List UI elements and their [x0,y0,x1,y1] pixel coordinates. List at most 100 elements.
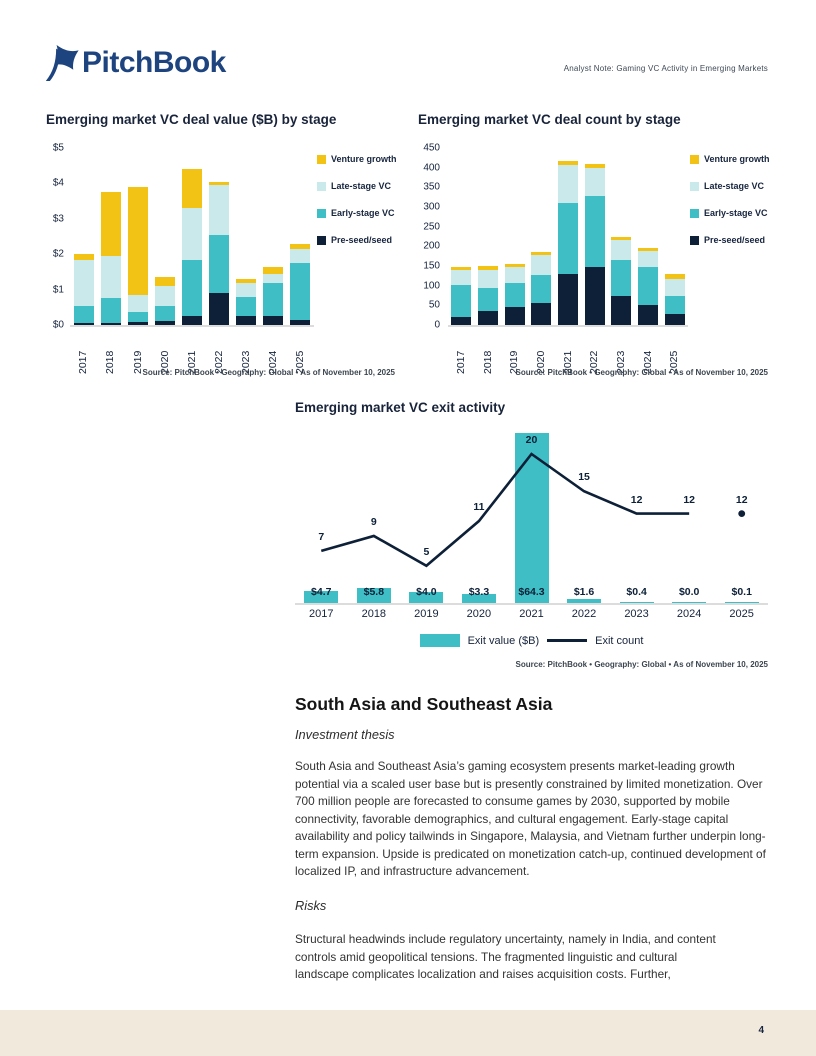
legend-label: Venture growth [704,154,770,164]
exit-count-label: 12 [683,493,695,506]
legend-label: Exit count [595,634,644,647]
bar-segment [611,260,632,297]
legend-label: Early-stage VC [704,208,768,218]
exit-count-line [320,452,746,568]
plot-area [448,148,688,327]
y-axis-tick: $4 [52,177,64,189]
exit-count-label: 11 [473,501,485,514]
exit-value-bar [304,590,339,603]
stacked-bar-2022 [209,148,230,325]
stacked-bar-2024 [637,148,658,325]
chart-title: Emerging market VC deal count by stage [418,112,681,127]
y-axis: $5 $4 $3 $2 $1 $0 [46,143,66,331]
y-axis: 450 400 350 300 250 200 150 100 50 0 [418,143,442,331]
bar-segment [263,273,284,283]
stacked-bar-2023 [236,148,257,325]
bar-segment [290,263,311,320]
x-axis-label: 2018 [481,350,494,374]
bar-segment [154,286,175,306]
bar-segment [477,287,498,312]
exit-value-bar [461,594,496,603]
exit-count-label: 20 [525,434,538,446]
y-axis-tick: $1 [52,284,64,296]
bar-segment [209,293,230,325]
exit-count-label: 7 [318,530,325,543]
legend-item: Pre-seed/seed [317,235,395,245]
chart-legend: Exit value ($B) Exit count [295,634,768,647]
subsection-title-risks: Risks [295,898,327,913]
x-axis-label: 2020 [466,608,492,620]
exit-value-bar [724,601,759,603]
exit-value-label: $5.8 [363,586,385,598]
exit-count-label: 15 [578,471,590,484]
exit-value-bar [356,587,391,603]
stacked-bar-2020 [531,148,552,325]
bar-segment [100,323,121,325]
legend-label: Late-stage VC [331,181,392,191]
bar-segment [637,247,658,252]
footer-band: 4 [0,1010,816,1056]
x-axis-label: 2017 [309,608,334,620]
brand-name: PitchBook [82,46,226,79]
x-axis-label: 2018 [361,608,387,620]
stacked-bar-2018 [100,148,121,325]
bar-segment [531,252,552,256]
y-axis-tick: 200 [423,240,440,252]
bar-segment [477,269,498,288]
exit-count-line-swatch [547,639,588,642]
exit-count-2025-dot [738,510,746,517]
x-axis-label: 2017 [77,350,90,374]
bar-segment [100,192,121,256]
y-axis-tick: 350 [423,181,440,193]
bar-segment [637,267,658,306]
page-number: 4 [758,1025,764,1036]
bar-segment [664,314,685,325]
bar-segment [73,305,94,324]
bar-segment [504,264,525,267]
legend-swatch [317,154,326,164]
y-axis-tick: 50 [428,299,440,311]
legend-label: Pre-seed/seed [704,235,766,245]
bar-segment [557,164,578,204]
exit-value-label: $4.0 [416,586,437,598]
pitchbook-logo: PitchBook [44,44,226,82]
bar-segment [584,196,605,267]
chart-title: Emerging market VC deal value ($B) by st… [46,112,337,127]
bar-segment [611,236,632,240]
bar-segment [451,266,472,270]
bar-segment [154,277,175,287]
stacked-bar-2023 [611,148,632,325]
bar-segment [181,316,202,325]
legend-swatch [690,235,699,245]
legend-item: Early-stage VC [690,208,768,218]
x-axis-label: 2018 [104,350,117,374]
bar-segment [100,298,121,324]
bar-segment [584,168,605,196]
bar-segment [263,282,284,317]
exit-value-swatch [419,634,460,647]
bar-segment [531,255,552,276]
legend-swatch [317,235,326,245]
bar-segment [263,266,284,274]
legend-label: Venture growth [331,154,397,164]
exit-value-bar [672,601,707,603]
legend-item: Late-stage VC [690,181,768,191]
source-note: Source: PitchBook • Geography: Global • … [515,660,768,669]
stacked-bar-2021 [557,148,578,325]
bar-segment [637,305,658,325]
bar-segment [73,323,94,325]
bar-segment [664,279,685,297]
bar-segment [451,284,472,318]
x-axis-label: 2019 [131,350,144,374]
bar-segment [584,163,605,169]
stacked-bar-2018 [477,148,498,325]
exit-value-bar [567,598,602,603]
bar-segment [181,259,202,317]
bar-segment [531,302,552,325]
bar-segment [584,266,605,325]
bar-segment [127,294,148,312]
y-axis-tick: 150 [423,260,440,272]
bar-segment [557,273,578,325]
legend-item: Venture growth [317,154,397,164]
bar-segment [181,169,202,209]
